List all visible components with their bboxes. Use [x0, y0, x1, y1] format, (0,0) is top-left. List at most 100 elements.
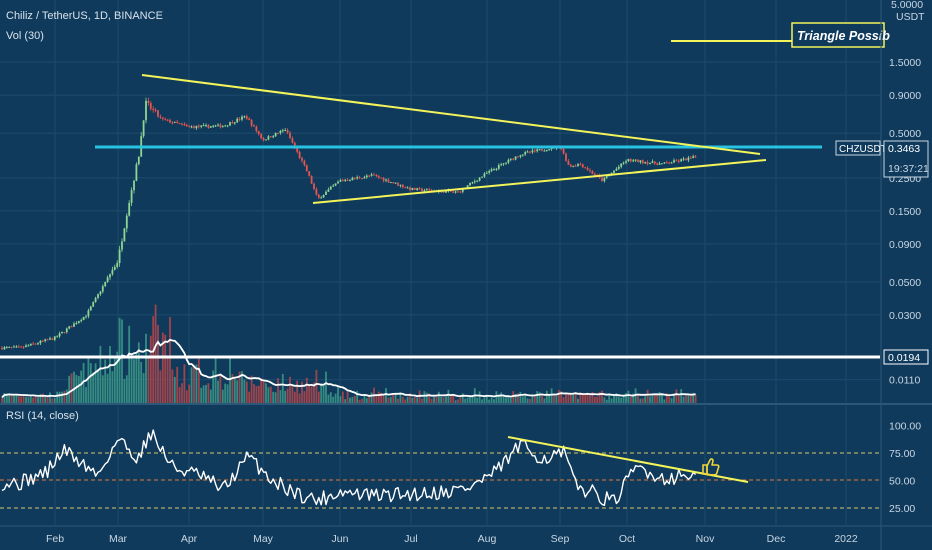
volume-bar [197, 357, 200, 403]
candle-body [236, 118, 239, 123]
candle-body [625, 161, 627, 163]
volume-bar [65, 389, 68, 403]
candle-body [121, 241, 123, 250]
candle-body [411, 187, 414, 190]
volume-bar [70, 373, 73, 403]
candle-body [445, 191, 447, 193]
volume-bar [380, 392, 383, 403]
volume-bar [217, 380, 219, 403]
volume-bar [301, 381, 303, 403]
volume-bar [274, 392, 277, 403]
candle-body [639, 160, 642, 163]
candle-body [632, 160, 635, 162]
volume-bar [423, 391, 426, 403]
volume-bar [629, 396, 632, 403]
volume-bar [317, 391, 320, 403]
candle-body [373, 174, 375, 176]
volume-bar [281, 373, 284, 403]
volume-bar [644, 396, 647, 403]
volume-bar [689, 394, 692, 403]
candle-body [473, 181, 476, 183]
volume-bar [325, 371, 327, 403]
symbol-title[interactable]: Chiliz / TetherUS, 1D, BINANCE [6, 10, 163, 22]
candle-body [164, 118, 167, 120]
candle-body [20, 346, 23, 348]
candle-body [92, 302, 95, 307]
candle-body [56, 336, 59, 338]
volume-bar [68, 375, 71, 403]
candle-body [404, 187, 407, 189]
candle-body [214, 125, 217, 127]
candle-body [116, 263, 119, 267]
candle-body [569, 164, 572, 167]
candle-body [692, 156, 695, 158]
volume-indicator-label[interactable]: Vol (30) [6, 30, 44, 42]
triangle-upper-trendline[interactable] [141, 74, 761, 155]
support-price-tag[interactable]: 0.0194 [883, 349, 929, 365]
candle-body [281, 130, 284, 132]
volume-bar [176, 366, 179, 403]
candle-body [653, 161, 656, 164]
rsi-axis[interactable]: 100.00 75.00 50.00 25.00 [889, 421, 921, 515]
volume-bar [466, 397, 469, 403]
volume-bar [394, 393, 397, 403]
candle-body [260, 134, 263, 139]
candle-body [339, 180, 342, 182]
volume-bar [92, 372, 95, 403]
candle-body [265, 139, 267, 141]
volume-bar [303, 391, 306, 403]
candle-body [675, 160, 678, 162]
candle-body [514, 156, 517, 160]
last-price-value: 0.3463 [888, 143, 920, 155]
candle-body [565, 153, 567, 161]
triangle-annotation[interactable]: Triangle Possib [791, 22, 890, 48]
candle-body [461, 187, 464, 192]
candle-body [584, 167, 587, 169]
candle-body [197, 125, 200, 127]
triangle-lower-trendline[interactable] [312, 159, 767, 204]
candle-body [229, 122, 231, 126]
candle-body [344, 179, 347, 181]
candle-body [166, 119, 169, 121]
time-tick-label: Jul [404, 533, 417, 545]
candle-body [543, 150, 546, 152]
volume-bar [584, 393, 587, 403]
rsi-tick-label: 100.00 [889, 421, 921, 433]
candle-body [409, 187, 411, 190]
candle-body [406, 187, 409, 189]
volume-bar [509, 397, 512, 403]
price-axis[interactable]: 5.0000 USDT 1.50000.90000.50000.25000.15… [889, 0, 925, 387]
volume-bar [327, 394, 330, 403]
last-price-tag[interactable]: CHZUSDT 0.3463 19:37:21 [835, 140, 929, 178]
volume-bar [298, 393, 301, 403]
candle-body [128, 202, 131, 216]
volume-bar [557, 390, 560, 403]
candle-body [392, 182, 395, 184]
symbol-tag-text: CHZUSDT [839, 144, 887, 155]
candle-body [452, 191, 455, 193]
candle-body [368, 175, 371, 177]
candle-body [296, 147, 299, 152]
price-tick-label: 0.0110 [889, 375, 920, 387]
volume-bar [485, 396, 488, 403]
candle-body [202, 125, 205, 127]
candle-body [301, 157, 303, 161]
volume-bar [543, 398, 546, 403]
candle-body [315, 189, 318, 195]
candle-body [365, 175, 368, 178]
volume-bar [286, 388, 289, 403]
rsi-indicator-label[interactable]: RSI (14, close) [6, 410, 79, 422]
candle-body [517, 156, 519, 158]
volume-bar [536, 391, 539, 403]
volume-bar [253, 384, 255, 403]
candle-body [649, 162, 651, 164]
candle-body [58, 333, 61, 337]
volume-bar [399, 392, 402, 403]
volume-bar [75, 374, 78, 403]
candle-body [521, 154, 524, 156]
candle-body [205, 125, 207, 127]
time-axis[interactable]: Feb Mar Apr May Jun Jul Aug Sep Oct Nov Dec 2022 [46, 533, 858, 545]
volume-bar [289, 376, 291, 403]
volume-bar [56, 391, 59, 403]
